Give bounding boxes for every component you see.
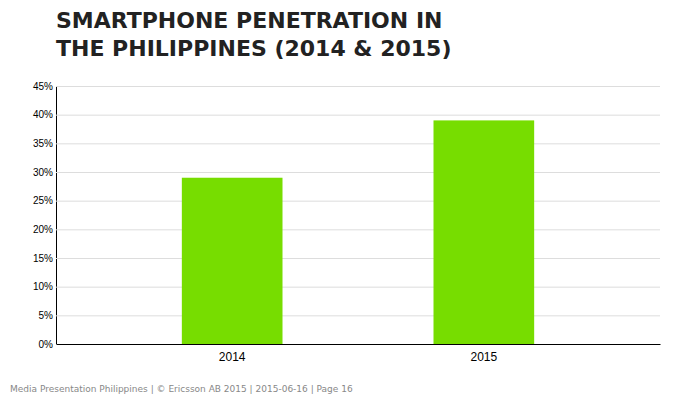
- bar: [182, 178, 283, 344]
- grid-line: [56, 172, 660, 173]
- y-tick: 35%: [33, 138, 660, 149]
- y-tick-label: 35%: [33, 138, 53, 149]
- title: THE PHILIPPINES (2014 & 2015): [56, 36, 451, 61]
- footer: Media Presentation Philippines | © Erics…: [10, 384, 353, 394]
- grid-line: [56, 287, 660, 288]
- y-tick-label: 0%: [39, 339, 54, 350]
- y-tick: 40%: [33, 109, 660, 120]
- y-tick-label: 40%: [33, 109, 53, 120]
- y-tick: 15%: [33, 253, 660, 264]
- grid-line: [56, 143, 660, 144]
- bar: [434, 120, 535, 344]
- plot: 0% 5% 10% 15% 20% 25% 30% 35% 40% 45% 2014 2015: [33, 81, 661, 364]
- title: SMARTPHONE PENETRATION IN: [56, 8, 442, 33]
- x-axis-line: [57, 344, 661, 345]
- y-tick-label: 5%: [39, 310, 54, 321]
- y-tick-label: 10%: [33, 281, 53, 292]
- y-tick-label: 25%: [33, 195, 53, 206]
- y-tick-label: 45%: [33, 81, 53, 92]
- y-tick: 30%: [33, 167, 660, 178]
- grid-line: [56, 115, 660, 116]
- y-tick: 10%: [33, 281, 660, 292]
- y-tick-label: 30%: [33, 167, 53, 178]
- x-tick-label: 2015: [470, 350, 497, 364]
- y-tick: 45%: [33, 81, 660, 92]
- y-tick-label: 15%: [33, 253, 53, 264]
- chart: SMARTPHONE PENETRATION IN THE PHILIPPINES…: [0, 0, 700, 400]
- x-tick: 2014: [219, 350, 246, 364]
- x-tick-label: 2014: [219, 350, 246, 364]
- grid-line: [56, 344, 660, 345]
- grid-line: [56, 86, 660, 87]
- grid-line: [56, 229, 660, 230]
- x-axis: 2014 2015: [57, 345, 661, 364]
- y-axis-line: [57, 87, 661, 345]
- y-tick: 25%: [33, 195, 660, 206]
- y-tick: 5%: [39, 310, 660, 321]
- y-axis: 0% 5% 10% 15% 20% 25% 30% 35% 40% 45%: [33, 81, 660, 350]
- x-tick: 2015: [470, 350, 497, 364]
- grid-line: [56, 315, 660, 316]
- y-tick: 0%: [39, 339, 660, 350]
- y-tick: 20%: [33, 224, 660, 235]
- grid-line: [56, 201, 660, 202]
- title-group: SMARTPHONE PENETRATION IN THE PHILIPPINES…: [56, 8, 451, 61]
- bars: [182, 120, 534, 344]
- y-tick-label: 20%: [33, 224, 53, 235]
- grid-line: [56, 258, 660, 259]
